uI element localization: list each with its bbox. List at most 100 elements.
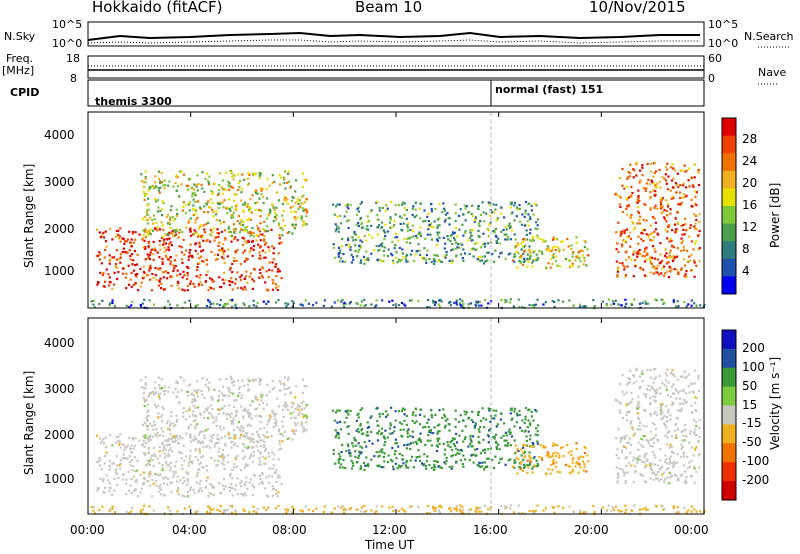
echo-cell bbox=[654, 456, 657, 459]
echo-cell bbox=[144, 383, 147, 386]
echo-cell bbox=[614, 299, 617, 302]
echo-cell bbox=[555, 255, 558, 258]
echo-cell bbox=[300, 215, 303, 218]
echo-cell bbox=[535, 259, 538, 262]
echo-cell bbox=[467, 509, 470, 512]
echo-cell bbox=[637, 441, 640, 444]
echo-cell bbox=[414, 253, 417, 256]
echo-cell bbox=[463, 231, 466, 234]
echo-cell bbox=[561, 446, 564, 449]
echo-cell bbox=[168, 237, 171, 240]
echo-cell bbox=[189, 423, 192, 426]
echo-cell bbox=[401, 409, 404, 412]
echo-cell bbox=[274, 492, 278, 495]
echo-cell bbox=[504, 301, 507, 304]
echo-cell bbox=[233, 437, 236, 440]
echo-cell bbox=[396, 467, 399, 470]
echo-cell bbox=[542, 303, 545, 306]
echo-cell bbox=[438, 231, 441, 234]
echo-cell bbox=[267, 506, 270, 509]
echo-cell bbox=[417, 449, 420, 452]
echo-cell bbox=[143, 481, 146, 484]
echo-cell bbox=[530, 209, 533, 212]
echo-cell bbox=[251, 172, 254, 175]
echo-cell bbox=[399, 222, 402, 225]
echo-cell bbox=[194, 400, 197, 403]
echo-cell bbox=[461, 505, 464, 509]
echo-cell bbox=[251, 254, 254, 257]
echo-cell bbox=[333, 507, 336, 510]
echo-cell bbox=[354, 249, 357, 252]
echo-cell bbox=[304, 505, 307, 508]
echo-cell bbox=[192, 232, 195, 235]
echo-cell bbox=[259, 215, 262, 218]
echo-cell bbox=[135, 275, 138, 278]
echo-cell bbox=[198, 245, 201, 248]
echo-cell bbox=[472, 214, 475, 218]
echo-cell bbox=[515, 250, 518, 254]
echo-cell bbox=[301, 391, 304, 395]
echo-cell bbox=[509, 298, 512, 301]
echo-cell bbox=[241, 188, 244, 191]
echo-cell bbox=[102, 490, 105, 494]
echo-cell bbox=[259, 257, 262, 260]
echo-cell bbox=[459, 509, 462, 512]
echo-cell bbox=[625, 447, 628, 450]
echo-cell bbox=[185, 390, 188, 393]
echo-cell bbox=[232, 380, 235, 383]
echo-cell bbox=[644, 453, 647, 456]
echo-cell bbox=[390, 406, 393, 409]
echo-cell bbox=[168, 221, 171, 225]
echo-cell bbox=[693, 382, 696, 385]
echo-cell bbox=[301, 401, 304, 404]
echo-cell bbox=[378, 206, 381, 209]
echo-cell bbox=[535, 204, 538, 207]
echo-cell bbox=[507, 441, 510, 445]
echo-cell bbox=[645, 388, 648, 391]
echo-cell bbox=[690, 176, 693, 179]
echo-cell bbox=[656, 182, 659, 185]
echo-cell bbox=[336, 215, 339, 218]
echo-cell bbox=[684, 195, 687, 198]
echo-cell bbox=[154, 381, 157, 384]
echo-cell bbox=[198, 262, 201, 265]
echo-cell bbox=[147, 197, 150, 200]
echo-cell bbox=[227, 207, 230, 210]
echo-cell bbox=[227, 227, 230, 230]
echo-cell bbox=[258, 457, 261, 460]
echo-cell bbox=[397, 464, 400, 467]
echo-cell bbox=[362, 461, 366, 464]
echo-cell bbox=[661, 416, 664, 420]
echo-cell bbox=[224, 237, 227, 240]
echo-cell bbox=[529, 232, 532, 235]
echo-cell bbox=[375, 451, 378, 454]
echo-cell bbox=[168, 223, 172, 226]
echo-cell bbox=[444, 209, 447, 212]
echo-cell bbox=[534, 227, 537, 230]
echo-cell bbox=[165, 462, 168, 465]
echo-cell bbox=[623, 239, 626, 243]
echo-cell bbox=[403, 408, 406, 411]
echo-cell bbox=[478, 506, 482, 509]
echo-cell bbox=[444, 419, 447, 422]
echo-cell bbox=[507, 224, 510, 227]
echo-cell bbox=[222, 282, 226, 285]
echo-cell bbox=[261, 482, 264, 485]
echo-cell bbox=[370, 458, 373, 461]
echo-cell bbox=[519, 467, 522, 471]
echo-cell bbox=[246, 487, 249, 490]
echo-cell bbox=[167, 184, 170, 187]
echo-cell bbox=[637, 189, 640, 192]
echo-cell bbox=[672, 402, 675, 406]
echo-cell bbox=[489, 447, 493, 450]
echo-cell bbox=[261, 473, 264, 476]
echo-cell bbox=[274, 424, 278, 427]
echo-cell bbox=[265, 431, 268, 434]
echo-cell bbox=[293, 416, 296, 419]
echo-cell bbox=[685, 435, 688, 438]
echo-cell bbox=[161, 406, 164, 409]
echo-cell bbox=[339, 222, 343, 225]
echo-cell bbox=[693, 481, 696, 484]
echo-cell bbox=[216, 302, 219, 306]
echo-cell bbox=[240, 480, 243, 483]
